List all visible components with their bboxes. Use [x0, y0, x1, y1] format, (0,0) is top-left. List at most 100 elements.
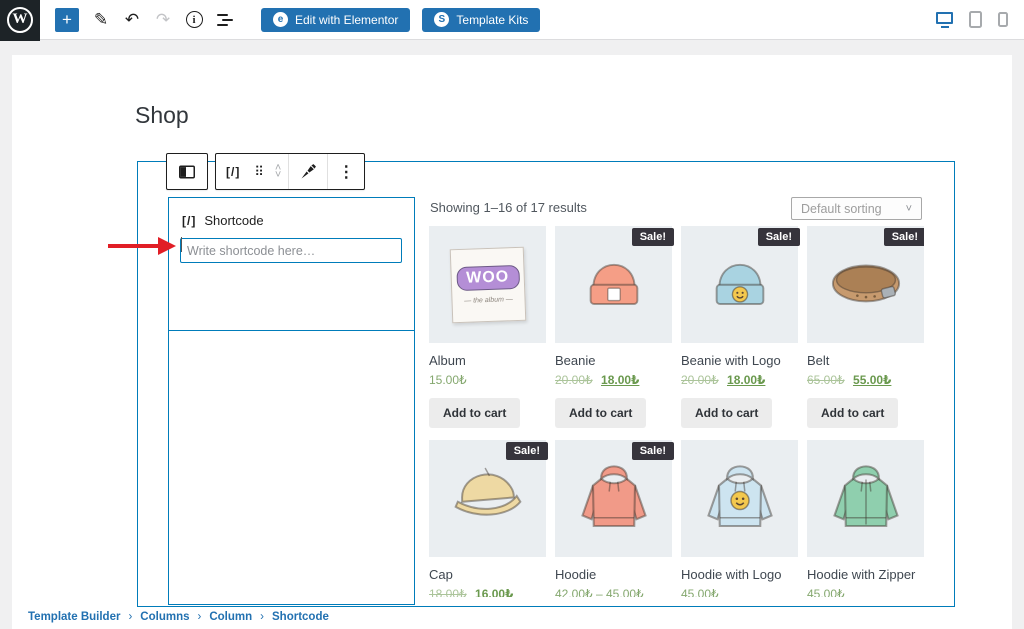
column-block[interactable]: [/] Shortcode — [168, 197, 415, 605]
sorting-dropdown[interactable]: Default sorting ˅ — [791, 197, 922, 220]
edit-mode-button[interactable]: ✎ — [87, 6, 115, 34]
sale-price: 55.00₺ — [853, 373, 892, 387]
template-kits-label: Template Kits — [456, 12, 529, 27]
breadcrumb-column[interactable]: Column — [209, 611, 253, 623]
preview-device-switcher — [934, 9, 1024, 30]
product-price: 20.00₺ 18.00₺ — [555, 373, 639, 387]
desktop-preview-button[interactable] — [934, 10, 955, 30]
breadcrumb-template-builder[interactable]: Template Builder — [28, 611, 121, 623]
details-button[interactable]: i — [180, 6, 208, 34]
product-illustration — [818, 448, 914, 549]
annotation-arrow — [108, 244, 160, 248]
annotation-arrow-head — [158, 237, 176, 255]
shortcode-icon: [/] — [226, 164, 241, 179]
pencil-icon: ✎ — [93, 9, 109, 29]
product-card: Sale! Hoodie with Logo 45.00₺ Add to car… — [681, 440, 798, 597]
info-icon: i — [185, 11, 203, 28]
breadcrumb: Template Builder › Columns › Column › Sh… — [28, 611, 329, 623]
product-price: 45.00₺ — [807, 587, 845, 597]
product-card: Sale! Hoodie with Zipper 45.00₺ Add to c… — [807, 440, 924, 597]
add-to-cart-button[interactable]: Add to cart — [429, 398, 521, 428]
breadcrumb-columns[interactable]: Columns — [140, 611, 190, 623]
old-price: 20.00₺ — [681, 373, 719, 387]
product-image[interactable]: Sale! — [681, 440, 798, 557]
product-name[interactable]: Beanie — [555, 353, 596, 368]
sale-badge: Sale! — [883, 228, 924, 246]
redo-button[interactable]: ↷ — [149, 6, 177, 34]
product-card: Sale! Cap 18.00₺ 16.00₺ Add to cart — [429, 440, 548, 597]
mobile-preview-button[interactable] — [996, 10, 1010, 29]
parent-block-group — [166, 153, 208, 190]
undo-icon: ↶ — [124, 9, 140, 29]
product-image[interactable]: Sale! — [807, 226, 924, 343]
desktop-icon — [936, 11, 953, 28]
block-options-button[interactable]: ⋮ — [327, 154, 364, 189]
product-price: 18.00₺ 16.00₺ — [429, 587, 513, 597]
template-kits-button[interactable]: S Template Kits — [422, 7, 541, 32]
add-to-cart-button[interactable]: Add to cart — [807, 398, 899, 428]
product-card: Sale! Belt 65.00₺ 55.00₺ Add to cart — [807, 226, 924, 428]
product-name[interactable]: Hoodie — [555, 567, 597, 582]
pin-icon — [301, 163, 317, 178]
edit-with-elementor-label: Edit with Elementor — [295, 12, 399, 27]
product-image[interactable]: Sale! — [681, 226, 800, 343]
old-price: 18.00₺ — [429, 587, 467, 597]
shortcode-block[interactable]: [/] Shortcode — [169, 198, 414, 331]
product-image[interactable]: Sale! WOO— the album — — [429, 226, 546, 343]
text-cursor — [181, 237, 182, 252]
product-price: 65.00₺ 55.00₺ — [807, 373, 891, 387]
sale-price: 16.00₺ — [475, 587, 514, 597]
product-illustration — [566, 448, 662, 549]
product-card: Sale! Beanie with Logo 20.00₺ 18.00₺ Add… — [681, 226, 800, 428]
breadcrumb-shortcode[interactable]: Shortcode — [272, 611, 329, 623]
add-to-cart-button[interactable]: Add to cart — [555, 398, 647, 428]
plus-icon: + — [62, 10, 72, 29]
tablet-preview-button[interactable] — [967, 9, 984, 30]
product-illustration — [696, 238, 784, 331]
wordpress-logo-button[interactable]: W — [0, 0, 40, 41]
sale-badge: Sale! — [631, 442, 674, 460]
product-name[interactable]: Beanie with Logo — [681, 353, 781, 368]
product-image[interactable]: Sale! — [555, 226, 674, 343]
list-view-button[interactable] — [211, 6, 239, 34]
product-image[interactable]: Sale! — [807, 440, 924, 557]
chevron-down-icon: ˅ — [905, 202, 912, 215]
shortcode-icon: [/] — [182, 213, 197, 228]
select-columns-parent-button[interactable] — [167, 154, 207, 189]
block-mover: ˄ ˅ — [268, 154, 288, 189]
product-grid: Sale! WOO— the album — Album 15.00₺ Add … — [429, 226, 924, 597]
move-down-button[interactable]: ˅ — [274, 168, 282, 181]
product-image[interactable]: Sale! — [429, 440, 548, 557]
pin-button[interactable] — [288, 154, 327, 189]
ellipsis-icon: ⋮ — [338, 163, 355, 181]
chevron-right-icon: › — [197, 611, 202, 623]
product-price: 15.00₺ — [429, 373, 467, 387]
product-image[interactable]: Sale! — [555, 440, 674, 557]
product-name[interactable]: Hoodie with Zipper — [807, 567, 916, 582]
add-block-button[interactable]: + — [55, 7, 79, 32]
columns-block-outline[interactable]: [/] Shortcode Showing 1–16 of 17 results… — [137, 161, 955, 607]
sorting-selected-value: Default sorting — [801, 201, 882, 216]
drag-handle[interactable]: ⠿ — [250, 154, 268, 189]
product-name[interactable]: Hoodie with Logo — [681, 567, 782, 582]
template-kits-icon: S — [434, 12, 450, 27]
product-name[interactable]: Belt — [807, 353, 830, 368]
old-price: 20.00₺ — [555, 373, 593, 387]
product-name[interactable]: Cap — [429, 567, 453, 582]
add-to-cart-button[interactable]: Add to cart — [681, 398, 773, 428]
product-illustration — [820, 236, 912, 333]
undo-button[interactable]: ↶ — [118, 6, 146, 34]
move-up-button[interactable]: ˄ — [274, 161, 282, 174]
elementor-icon: e — [273, 12, 288, 27]
shortcode-block-type-button[interactable]: [/] — [216, 154, 250, 189]
product-card: Sale! WOO— the album — Album 15.00₺ Add … — [429, 226, 546, 428]
shortcode-input[interactable] — [180, 238, 402, 263]
list-view-icon — [217, 13, 233, 26]
product-name[interactable]: Album — [429, 353, 466, 368]
shortcode-block-label: Shortcode — [204, 213, 264, 228]
sale-price: 18.00₺ — [727, 373, 766, 387]
results-count: Showing 1–16 of 17 results — [430, 200, 587, 215]
block-toolbar: [/] ⠿ ˄ ˅ ⋮ — [166, 153, 366, 190]
edit-with-elementor-button[interactable]: e Edit with Elementor — [261, 7, 411, 32]
